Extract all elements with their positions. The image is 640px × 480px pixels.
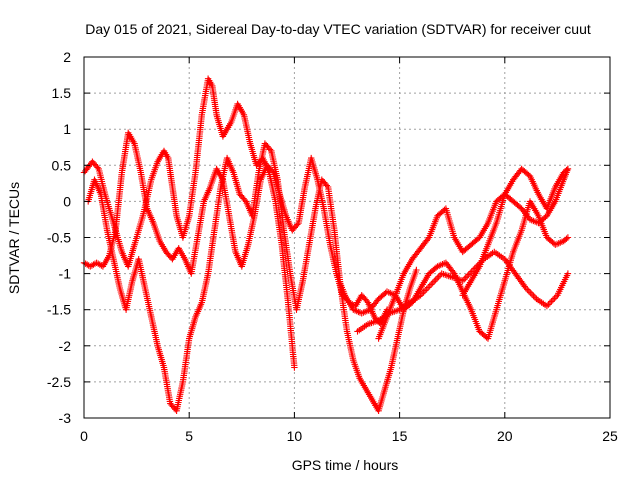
y-tick-label: -0.5 <box>47 230 71 246</box>
y-tick-label: -2.5 <box>47 374 71 390</box>
data-marks <box>80 75 572 414</box>
y-tick-label: -1.5 <box>47 302 71 318</box>
y-axis-label: SDTVAR / TECUs <box>6 182 22 294</box>
x-tick-label: 15 <box>392 428 408 444</box>
y-tick-labels: -3 -2.5 -2 -1.5 -1 -0.5 0 0.5 1 1.5 2 <box>47 49 71 426</box>
x-tick-label: 20 <box>497 428 513 444</box>
axis-ticks <box>83 56 611 419</box>
y-tick-label: 2 <box>63 49 71 65</box>
x-tick-label: 5 <box>185 428 193 444</box>
x-tick-labels: 0 5 10 15 20 25 <box>80 428 618 444</box>
x-tick-label: 0 <box>80 428 88 444</box>
chart-title: Day 015 of 2021, Sidereal Day-to-day VTE… <box>85 21 591 37</box>
series-track-4 <box>333 198 572 342</box>
series-track-5 <box>375 165 572 342</box>
series-track-7 <box>459 165 572 299</box>
y-tick-label: 0 <box>63 193 71 209</box>
data-point-markers <box>333 198 572 342</box>
x-tick-label: 10 <box>287 428 303 444</box>
y-tick-label: -3 <box>59 410 72 426</box>
y-tick-label: -1 <box>59 266 72 282</box>
series-track-3 <box>85 140 420 414</box>
data-point-markers <box>85 140 420 414</box>
y-tick-label: 0.5 <box>52 157 72 173</box>
data-point-markers <box>459 165 572 299</box>
data-point-markers <box>375 165 572 342</box>
y-tick-label: 1.5 <box>52 85 72 101</box>
x-tick-label: 25 <box>602 428 618 444</box>
y-tick-label: 1 <box>63 121 71 137</box>
y-tick-label: -2 <box>59 338 72 354</box>
x-axis-label: GPS time / hours <box>292 457 399 473</box>
